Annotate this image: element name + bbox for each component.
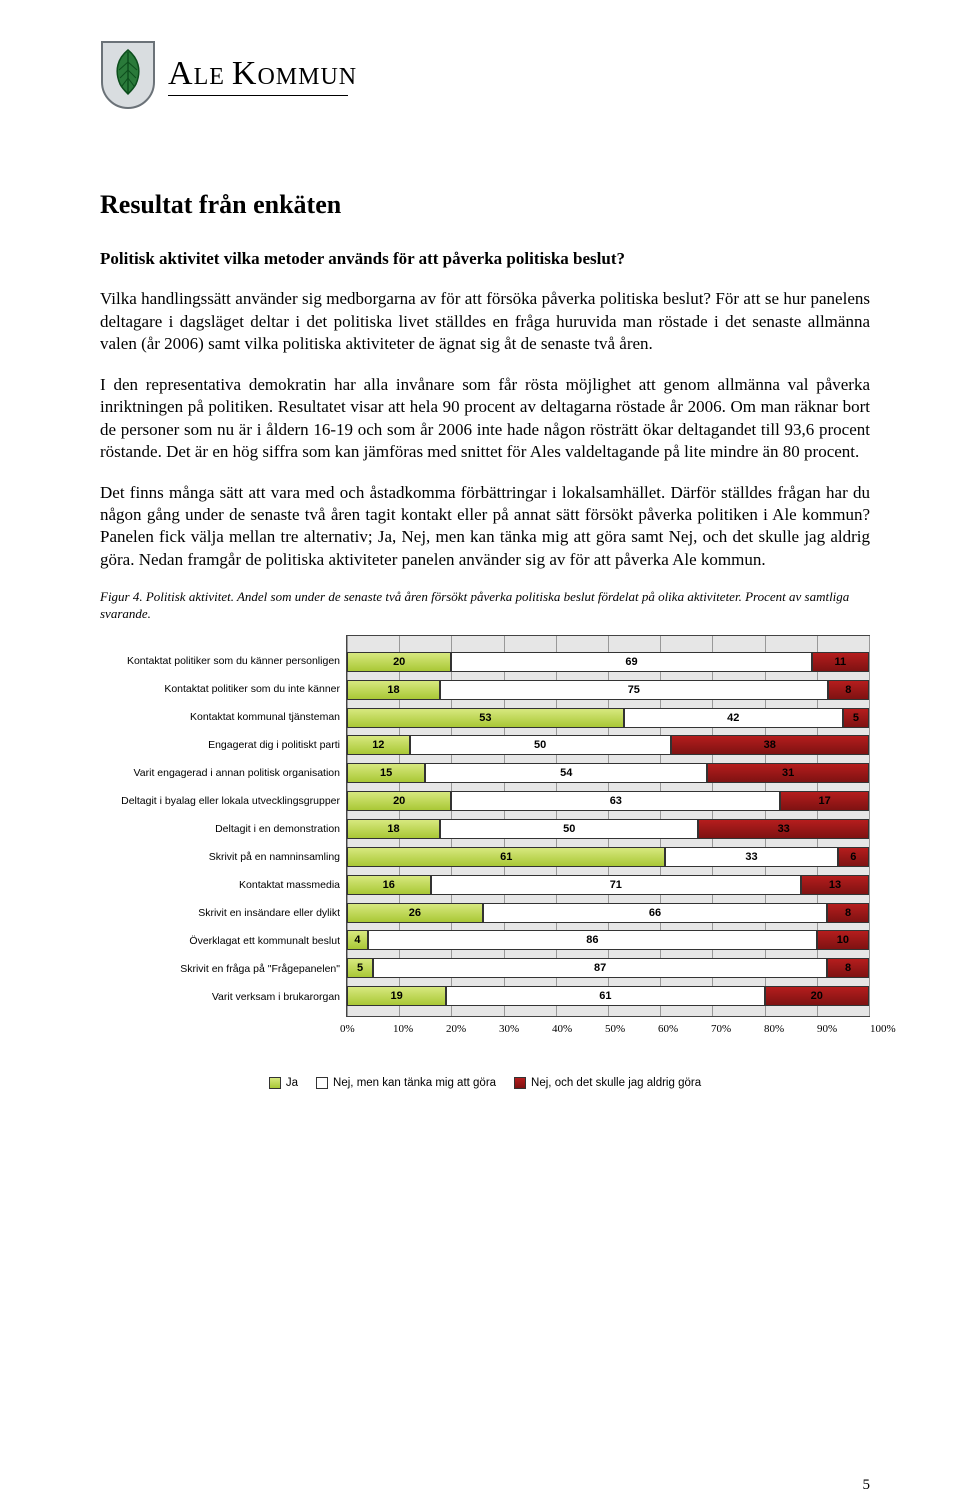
bar-segment: 5: [843, 708, 869, 728]
bar-segment: 86: [368, 930, 817, 950]
bar-segment: 8: [827, 958, 869, 978]
plot-area: 2069111875853425125038155431206317185033…: [346, 635, 870, 1017]
bar-segment: 33: [665, 847, 837, 867]
paragraph-2: I den representativa demokratin har alla…: [100, 374, 870, 464]
paragraph-3: Det finns många sätt att vara med och ås…: [100, 482, 870, 572]
category-label: Varit verksam i brukarorgan: [100, 985, 340, 1009]
bar-segment: 50: [440, 819, 698, 839]
bar-segment: 4: [347, 930, 368, 950]
bar-segment: 8: [827, 903, 869, 923]
bar-segment: 20: [347, 791, 451, 811]
category-label: Överklagat ett kommunalt beslut: [100, 929, 340, 953]
bar-segment: 53: [347, 708, 624, 728]
bar-segment: 18: [347, 680, 440, 700]
bar-segment: 10: [817, 930, 869, 950]
chart: Kontaktat politiker som du känner person…: [100, 635, 870, 1017]
category-label: Skrivit en fråga på "Frågepanelen": [100, 957, 340, 981]
crest-icon: [100, 40, 156, 110]
legend-label-no: Nej, och det skulle jag aldrig göra: [531, 1077, 701, 1089]
bar-segment: 54: [425, 763, 707, 783]
bar-segment: 38: [671, 735, 869, 755]
bar-row: 18758: [347, 680, 869, 700]
legend-label-ja: Ja: [286, 1077, 298, 1089]
category-label: Kontaktat politiker som du känner person…: [100, 649, 340, 673]
bar-row: 155431: [347, 763, 869, 783]
bar-row: 185033: [347, 819, 869, 839]
bar-segment: 33: [698, 819, 869, 839]
bar-segment: 87: [373, 958, 827, 978]
legend-swatch-maybe: [316, 1077, 328, 1089]
page-number: 5: [863, 1477, 871, 1494]
bar-segment: 17: [780, 791, 869, 811]
bar-segment: 13: [801, 875, 869, 895]
bar-row: 167113: [347, 875, 869, 895]
bar-segment: 42: [624, 708, 843, 728]
bar-segment: 63: [451, 791, 780, 811]
category-label: Skrivit en insändare eller dylikt: [100, 901, 340, 925]
bar-segment: 31: [707, 763, 869, 783]
bar-row: 206317: [347, 791, 869, 811]
org-name: ALE KOMMUN: [168, 55, 357, 96]
category-label: Kontaktat kommunal tjänsteman: [100, 705, 340, 729]
bar-segment: 18: [347, 819, 440, 839]
bar-row: 125038: [347, 735, 869, 755]
category-labels: Kontaktat politiker som du känner person…: [100, 635, 346, 1017]
legend-swatch-no: [514, 1077, 526, 1089]
bar-segment: 61: [446, 986, 764, 1006]
bar-segment: 8: [828, 680, 869, 700]
bar-segment: 69: [451, 652, 811, 672]
bar-segment: 5: [347, 958, 373, 978]
category-label: Kontaktat massmedia: [100, 873, 340, 897]
bar-segment: 20: [347, 652, 451, 672]
subtitle: Politisk aktivitet vilka metoder används…: [100, 248, 870, 270]
bar-segment: 26: [347, 903, 483, 923]
bar-row: 26668: [347, 903, 869, 923]
bar-segment: 6: [838, 847, 869, 867]
page-title: Resultat från enkäten: [100, 190, 870, 220]
bar-row: 196120: [347, 986, 869, 1006]
category-label: Deltagit i en demonstration: [100, 817, 340, 841]
bar-row: 53425: [347, 708, 869, 728]
bar-segment: 75: [440, 680, 828, 700]
bar-segment: 20: [765, 986, 869, 1006]
bar-row: 206911: [347, 652, 869, 672]
bar-row: 5878: [347, 958, 869, 978]
legend: Ja Nej, men kan tänka mig att göra Nej, …: [100, 1077, 870, 1089]
figure-caption: Figur 4. Politisk aktivitet. Andel som u…: [100, 589, 870, 623]
category-label: Kontaktat politiker som du inte känner: [100, 677, 340, 701]
bar-segment: 61: [347, 847, 665, 867]
category-label: Skrivit på en namninsamling: [100, 845, 340, 869]
bar-segment: 66: [483, 903, 828, 923]
bar-segment: 19: [347, 986, 446, 1006]
category-label: Engagerat dig i politiskt parti: [100, 733, 340, 757]
header: ALE KOMMUN: [100, 40, 870, 110]
bar-segment: 16: [347, 875, 431, 895]
bar-row: 61336: [347, 847, 869, 867]
bar-segment: 12: [347, 735, 410, 755]
paragraph-1: Vilka handlingssätt använder sig medborg…: [100, 288, 870, 355]
legend-swatch-ja: [269, 1077, 281, 1089]
bar-row: 48610: [347, 930, 869, 950]
category-label: Varit engagerad i annan politisk organis…: [100, 761, 340, 785]
legend-label-maybe: Nej, men kan tänka mig att göra: [333, 1077, 496, 1089]
bar-segment: 11: [812, 652, 869, 672]
bar-segment: 50: [410, 735, 671, 755]
bar-segment: 71: [431, 875, 802, 895]
x-axis: 0%10%20%30%40%50%60%70%80%90%100%: [340, 1017, 870, 1035]
bar-segment: 15: [347, 763, 425, 783]
category-label: Deltagit i byalag eller lokala utvecklin…: [100, 789, 340, 813]
